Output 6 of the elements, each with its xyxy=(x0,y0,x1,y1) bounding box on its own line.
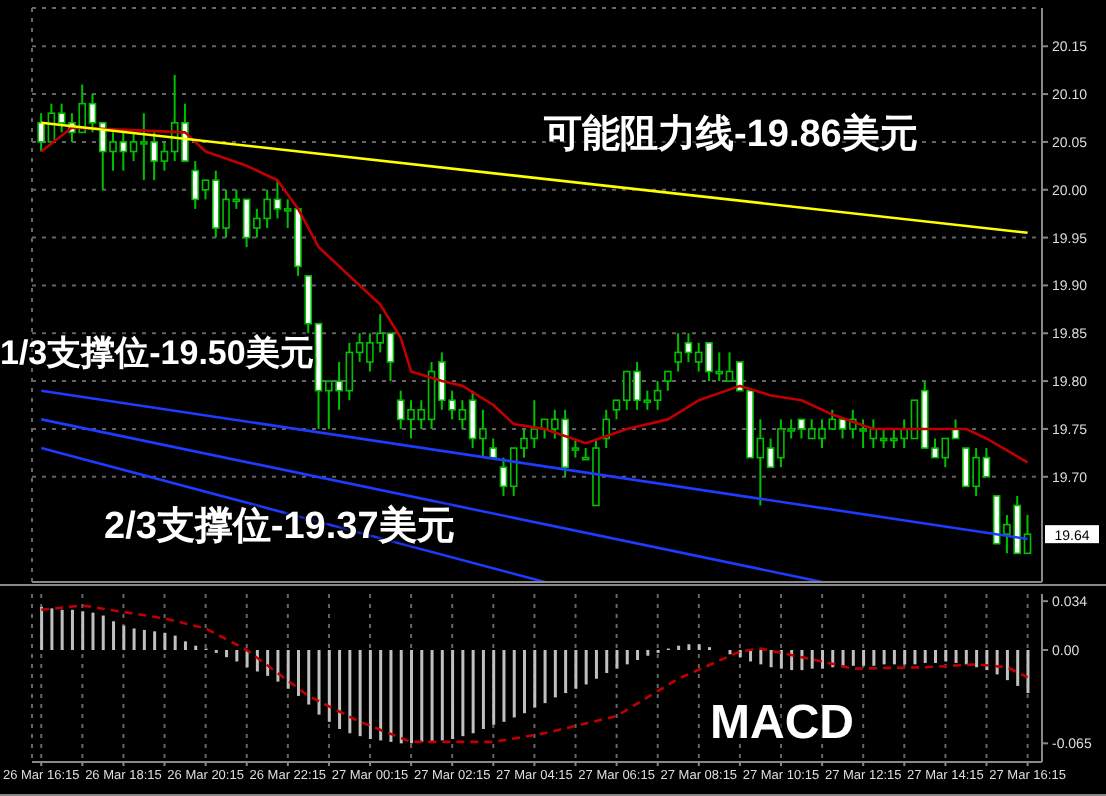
annotation: MACD xyxy=(710,696,854,751)
annotation: 可能阻力线-19.86美元 xyxy=(544,114,918,158)
line-series xyxy=(39,604,1029,744)
annotation: 1/3支撑位-19.50美元 xyxy=(0,334,314,374)
candlestick xyxy=(602,408,611,450)
candlestick xyxy=(664,370,672,392)
